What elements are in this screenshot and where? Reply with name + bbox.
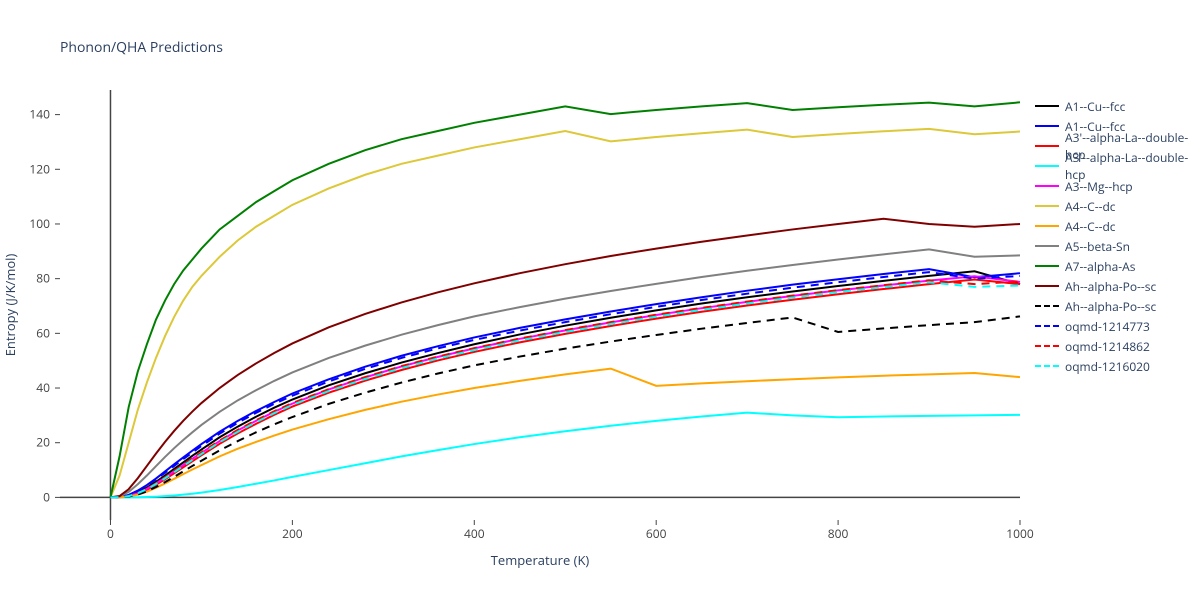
x-axis-title: Temperature (K) xyxy=(491,551,590,569)
y-tick-label: 0 xyxy=(43,488,50,505)
legend-swatch xyxy=(1035,165,1059,167)
chart-title: Phonon/QHA Predictions xyxy=(60,38,223,57)
series-line[interactable] xyxy=(110,102,1020,497)
legend-item[interactable]: oqmd-1214773 xyxy=(1035,316,1200,336)
x-tick-label: 400 xyxy=(464,525,485,542)
series-line[interactable] xyxy=(110,282,1020,497)
legend-swatch xyxy=(1035,125,1059,127)
legend-label: Ah--alpha-Po--sc xyxy=(1065,278,1156,295)
legend-item[interactable]: A3'--alpha-La--double-hcp xyxy=(1035,156,1200,176)
y-axis-title: Entropy (J/K/mol) xyxy=(1,254,19,357)
legend-label: A7--alpha-As xyxy=(1065,258,1135,275)
series-line[interactable] xyxy=(110,271,1020,497)
y-tick-label: 80 xyxy=(36,270,50,287)
legend-item[interactable]: A4--C--dc xyxy=(1035,196,1200,216)
legend-label: Ah--alpha-Po--sc xyxy=(1065,298,1156,315)
legend-item[interactable]: A5--beta-Sn xyxy=(1035,236,1200,256)
legend-item[interactable]: oqmd-1214862 xyxy=(1035,336,1200,356)
legend-label: A1--Cu--fcc xyxy=(1065,98,1125,115)
y-tick-label: 140 xyxy=(29,106,50,123)
y-tick-label: 60 xyxy=(36,324,50,341)
series-line[interactable] xyxy=(110,129,1020,498)
legend-item[interactable]: oqmd-1216020 xyxy=(1035,356,1200,376)
series-line[interactable] xyxy=(110,279,1020,497)
series-line[interactable] xyxy=(110,280,1020,497)
legend-item[interactable]: A7--alpha-As xyxy=(1035,256,1200,276)
legend-swatch xyxy=(1035,265,1059,267)
legend-label: A4--C--dc xyxy=(1065,218,1116,235)
chart-container: { "chart": { "type": "line", "title": "P… xyxy=(0,0,1200,600)
y-tick-label: 40 xyxy=(36,379,50,396)
series-line[interactable] xyxy=(110,276,1020,497)
series-line[interactable] xyxy=(110,269,1020,497)
legend-swatch xyxy=(1035,305,1059,307)
legend-swatch xyxy=(1035,225,1059,227)
legend-item[interactable]: A1--Cu--fcc xyxy=(1035,96,1200,116)
series-line[interactable] xyxy=(110,272,1020,497)
x-tick-label: 0 xyxy=(107,525,114,542)
legend-label: oqmd-1214773 xyxy=(1065,318,1150,335)
legend-swatch xyxy=(1035,245,1059,247)
legend-item[interactable]: Ah--alpha-Po--sc xyxy=(1035,296,1200,316)
series-line[interactable] xyxy=(110,219,1020,498)
legend-label: A3--Mg--hcp xyxy=(1065,178,1133,195)
legend: A1--Cu--fccA1--Cu--fccA3'--alpha-La--dou… xyxy=(1035,96,1200,376)
legend-label: A5--beta-Sn xyxy=(1065,238,1130,255)
y-tick-label: 120 xyxy=(29,160,50,177)
y-tick-label: 20 xyxy=(36,434,50,451)
legend-swatch xyxy=(1035,105,1059,107)
legend-swatch xyxy=(1035,145,1059,147)
x-tick-label: 200 xyxy=(282,525,303,542)
legend-swatch xyxy=(1035,205,1059,207)
y-tick-label: 100 xyxy=(29,215,50,232)
legend-swatch xyxy=(1035,365,1059,367)
legend-item[interactable]: A4--C--dc xyxy=(1035,216,1200,236)
plot-area[interactable]: 02004006008001000020406080100120140Tempe… xyxy=(60,90,1020,520)
legend-swatch xyxy=(1035,325,1059,327)
legend-item[interactable]: Ah--alpha-Po--sc xyxy=(1035,276,1200,296)
series-line[interactable] xyxy=(110,316,1020,497)
legend-swatch xyxy=(1035,285,1059,287)
x-tick-label: 1000 xyxy=(1006,525,1034,542)
series-line[interactable] xyxy=(110,369,1020,498)
legend-swatch xyxy=(1035,185,1059,187)
legend-label: A4--C--dc xyxy=(1065,198,1116,215)
legend-label: oqmd-1214862 xyxy=(1065,338,1150,355)
x-tick-label: 800 xyxy=(828,525,849,542)
legend-swatch xyxy=(1035,345,1059,347)
x-tick-label: 600 xyxy=(646,525,667,542)
legend-label: oqmd-1216020 xyxy=(1065,358,1150,375)
